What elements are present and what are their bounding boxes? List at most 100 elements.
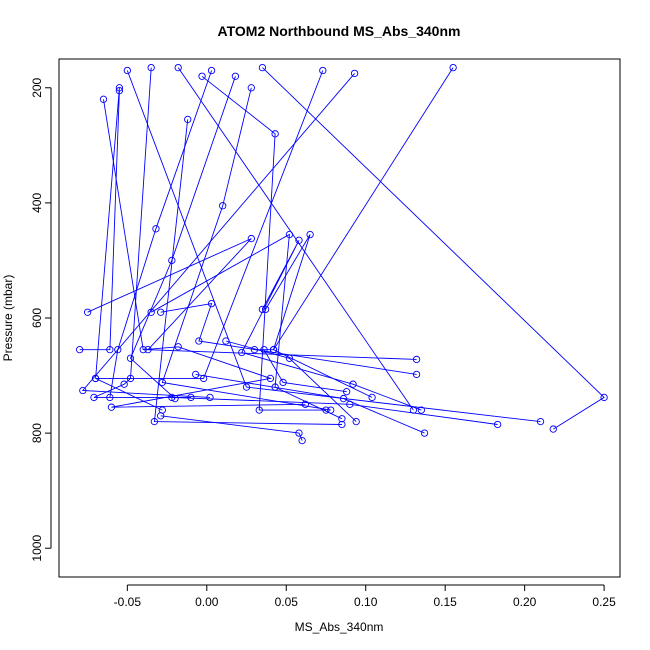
series xyxy=(99,95,309,411)
data-point xyxy=(247,234,255,243)
data-point xyxy=(231,72,240,80)
data-point xyxy=(449,63,457,72)
data-point xyxy=(368,393,376,402)
data-point xyxy=(106,346,114,354)
series xyxy=(123,66,545,426)
series-line xyxy=(95,70,324,379)
y-axis: 200 400 600 800 1000 xyxy=(30,77,52,562)
data-point xyxy=(271,130,279,138)
data-point xyxy=(199,374,208,383)
series xyxy=(174,63,418,414)
x-tick-label: 0.25 xyxy=(592,595,616,609)
data-point xyxy=(91,374,100,383)
data-point xyxy=(114,346,122,354)
x-tick-label: 0.05 xyxy=(275,595,299,609)
data-point xyxy=(493,420,502,429)
data-point xyxy=(600,393,608,402)
data-point xyxy=(319,66,327,75)
data-point xyxy=(279,378,287,387)
y-tick-label: 200 xyxy=(30,77,44,97)
data-point xyxy=(338,420,346,429)
data-point xyxy=(83,308,92,316)
data-point xyxy=(157,412,165,420)
series-line xyxy=(87,238,417,360)
data-point xyxy=(242,383,251,391)
series-line xyxy=(160,415,303,441)
data-point xyxy=(412,370,421,379)
data-point xyxy=(549,425,557,433)
data-point xyxy=(350,69,359,78)
series-line xyxy=(241,240,422,411)
data-point xyxy=(147,63,155,72)
data-point xyxy=(261,305,270,314)
data-point xyxy=(306,230,314,239)
plot-frame xyxy=(58,58,621,578)
x-axis-label: MS_Abs_340nm xyxy=(295,620,384,634)
chart-title: ATOM2 Northbound MS_Abs_340nm xyxy=(218,23,461,39)
data-point xyxy=(266,374,275,383)
series xyxy=(238,236,425,414)
data-point xyxy=(338,415,346,423)
data-point xyxy=(184,115,192,124)
series xyxy=(91,66,327,383)
data-point xyxy=(126,354,135,362)
series-line xyxy=(263,349,347,393)
data-point xyxy=(343,388,351,396)
series-line xyxy=(126,70,541,423)
series xyxy=(91,84,166,414)
x-tick-label: -0.05 xyxy=(114,595,142,609)
data-point xyxy=(150,417,159,426)
data-point xyxy=(76,346,84,354)
data-point xyxy=(238,348,246,357)
data-point xyxy=(352,417,360,426)
series xyxy=(157,412,306,445)
series-line xyxy=(103,99,306,408)
x-tick-label: 0.20 xyxy=(513,595,537,609)
series-line xyxy=(81,73,355,398)
series xyxy=(158,84,335,414)
series-line xyxy=(201,75,326,411)
series xyxy=(250,63,457,354)
series-line xyxy=(161,87,331,411)
series-line xyxy=(150,233,343,420)
data-point xyxy=(247,84,255,92)
series-line xyxy=(153,119,342,425)
series xyxy=(147,230,346,423)
data-point xyxy=(295,429,303,437)
series-line xyxy=(79,90,120,351)
y-tick-label: 600 xyxy=(30,308,44,328)
data-point xyxy=(417,406,425,414)
data-point xyxy=(187,393,195,402)
data-point xyxy=(285,354,294,362)
series-line xyxy=(109,70,213,398)
data-point xyxy=(195,337,203,345)
data-point xyxy=(115,87,124,95)
series xyxy=(83,234,421,364)
y-tick-label: 1000 xyxy=(30,535,44,562)
data-point xyxy=(139,346,147,354)
data-point xyxy=(157,308,165,316)
series-line xyxy=(177,67,414,411)
data-point xyxy=(536,417,545,426)
data-point xyxy=(99,95,108,103)
x-tick-label: 0.15 xyxy=(434,595,458,609)
y-tick-label: 800 xyxy=(30,423,44,443)
series-line xyxy=(160,303,417,375)
data-point xyxy=(420,429,429,437)
y-axis-label: Pressure (mbar) xyxy=(1,275,15,362)
data-point xyxy=(168,256,176,265)
data-point xyxy=(90,393,98,402)
series xyxy=(76,87,124,354)
data-point xyxy=(206,393,214,402)
y-tick-label: 400 xyxy=(30,193,44,213)
series-layer xyxy=(76,63,608,445)
data-point xyxy=(349,380,357,388)
data-point xyxy=(107,403,116,411)
data-point xyxy=(219,202,227,210)
data-point xyxy=(269,346,278,354)
data-point xyxy=(198,72,206,80)
series xyxy=(150,115,346,429)
x-tick-label: 0.10 xyxy=(354,595,378,609)
data-point xyxy=(120,380,128,388)
